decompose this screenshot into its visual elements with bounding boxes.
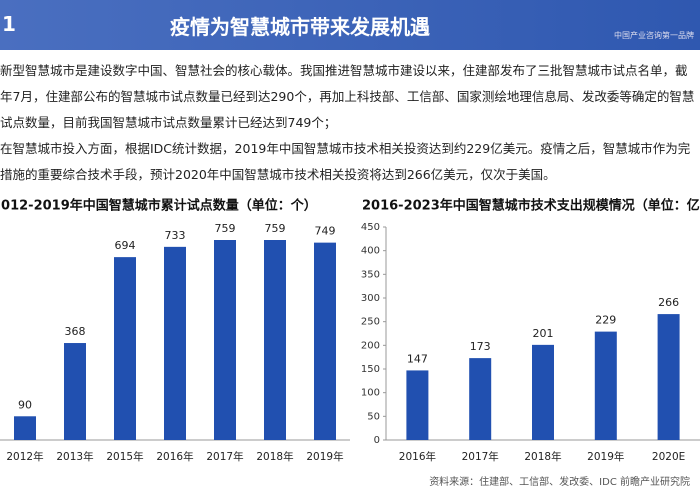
data-label: 759 (265, 222, 286, 235)
header-title: 疫情为智慧城市带来发展机遇 (170, 15, 430, 39)
bar (657, 314, 680, 440)
x-tick-label: 2018年 (256, 450, 293, 463)
bar (264, 240, 286, 440)
y-tick-label: 450 (361, 222, 380, 233)
data-label: 694 (115, 239, 136, 252)
data-label: 90 (18, 398, 32, 411)
bar (114, 257, 136, 440)
paragraph-line: 新型智慧城市是建设数字中国、智慧社会的核心载体。我国推进智慧城市建设以来，住建部… (0, 63, 688, 78)
y-tick-label: 350 (361, 269, 380, 280)
bar (469, 358, 492, 440)
bar (594, 331, 617, 440)
data-label: 759 (215, 222, 236, 235)
y-tick-label: 0 (374, 435, 380, 446)
y-tick-label: 150 (361, 364, 380, 375)
bar (64, 343, 86, 440)
data-label: 368 (65, 325, 86, 338)
x-tick-label: 2015年 (106, 450, 143, 463)
source-note: 资料来源：住建部、工信部、发改委、IDC 前瞻产业研究院 (429, 475, 690, 488)
y-tick-label: 200 (361, 340, 380, 351)
data-label: 201 (533, 327, 554, 340)
data-label: 173 (470, 340, 491, 353)
paragraph-line: 年7月，住建部公布的智慧城市试点数量已经到达290个，再加上科技部、工信部、国家… (0, 89, 695, 104)
y-tick-label: 250 (361, 317, 380, 328)
bar (532, 344, 554, 440)
paragraph-line: 措施的重要综合技术手段，预计2020年中国智慧城市技术相关投资将达到266亿美元… (0, 167, 556, 182)
chart-title: 2016-2023年中国智慧城市技术支出规模情况（单位：亿美元） (362, 198, 700, 214)
bar (14, 416, 36, 440)
paragraph-line: 试点数量，目前我国智慧城市试点数量累计已经达到749个； (0, 115, 337, 130)
bar (314, 242, 336, 440)
paragraph-line: 在智慧城市投入方面，根据IDC统计数据，2019年中国智慧城市技术相关投资达到约… (0, 141, 691, 156)
x-tick-label: 2019年 (306, 450, 343, 463)
chart-title: 2012-2019年中国智慧城市累计试点数量（单位：个） (0, 198, 317, 214)
header-bar: 1 疫情为智慧城市带来发展机遇 中国产业咨询第一品牌 (0, 0, 700, 50)
data-label: 733 (165, 229, 186, 242)
y-tick-label: 400 (361, 246, 380, 257)
x-tick-label: 2017年 (206, 450, 243, 463)
header-tag: 中国产业咨询第一品牌 (614, 31, 694, 40)
x-tick-label: 2016年 (399, 450, 436, 463)
data-label: 229 (595, 314, 616, 327)
x-tick-label: 2016年 (156, 450, 193, 463)
x-tick-label: 2013年 (56, 450, 93, 463)
x-tick-label: 2012年 (6, 450, 43, 463)
y-tick-label: 100 (361, 388, 380, 399)
bar (214, 240, 236, 440)
x-tick-label: 2017年 (462, 450, 499, 463)
y-tick-label: 300 (361, 293, 380, 304)
data-label: 147 (407, 352, 428, 365)
bar (406, 370, 429, 440)
y-tick-label: 50 (367, 411, 380, 422)
x-tick-label: 2018年 (524, 450, 561, 463)
header-number: 1 (2, 12, 16, 36)
data-label: 266 (658, 296, 679, 309)
x-tick-label: 2019年 (587, 450, 624, 463)
bar (164, 246, 186, 440)
data-label: 749 (315, 225, 336, 238)
x-tick-label: 2020E (652, 451, 685, 463)
